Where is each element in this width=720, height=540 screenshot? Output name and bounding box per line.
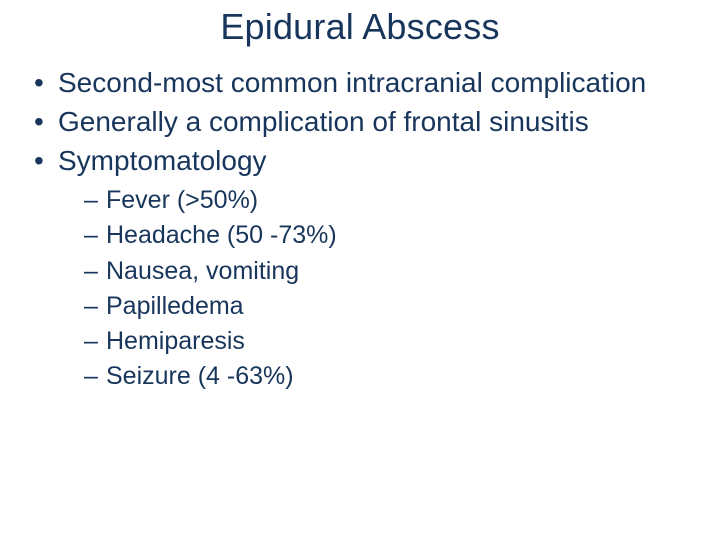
sub-bullet-text: Nausea, vomiting xyxy=(106,257,299,285)
bullet-list-level2: Fever (>50%) Headache (50 -73%) Nausea, … xyxy=(58,185,690,393)
sub-bullet-text: Headache (50 -73%) xyxy=(106,221,337,249)
sub-bullet-item: Headache (50 -73%) xyxy=(84,220,690,251)
sub-bullet-text: Seizure (4 -63%) xyxy=(106,362,294,390)
bullet-item: Second-most common intracranial complica… xyxy=(34,66,690,99)
sub-bullet-item: Papilledema xyxy=(84,291,690,322)
sub-bullet-item: Seizure (4 -63%) xyxy=(84,361,690,392)
bullet-text: Second-most common intracranial complica… xyxy=(58,67,646,98)
slide: Epidural Abscess Second-most common intr… xyxy=(0,0,720,540)
sub-bullet-item: Fever (>50%) xyxy=(84,185,690,216)
sub-bullet-text: Fever (>50%) xyxy=(106,186,258,214)
sub-bullet-item: Nausea, vomiting xyxy=(84,256,690,287)
sub-bullet-item: Hemiparesis xyxy=(84,326,690,357)
slide-title: Epidural Abscess xyxy=(30,6,690,48)
bullet-item: Symptomatology Fever (>50%) Headache (50… xyxy=(34,144,690,393)
bullet-item: Generally a complication of frontal sinu… xyxy=(34,105,690,138)
sub-bullet-text: Hemiparesis xyxy=(106,327,245,355)
bullet-text: Symptomatology xyxy=(58,145,267,176)
sub-bullet-text: Papilledema xyxy=(106,292,244,320)
bullet-text: Generally a complication of frontal sinu… xyxy=(58,106,589,137)
bullet-list-level1: Second-most common intracranial complica… xyxy=(30,66,690,393)
